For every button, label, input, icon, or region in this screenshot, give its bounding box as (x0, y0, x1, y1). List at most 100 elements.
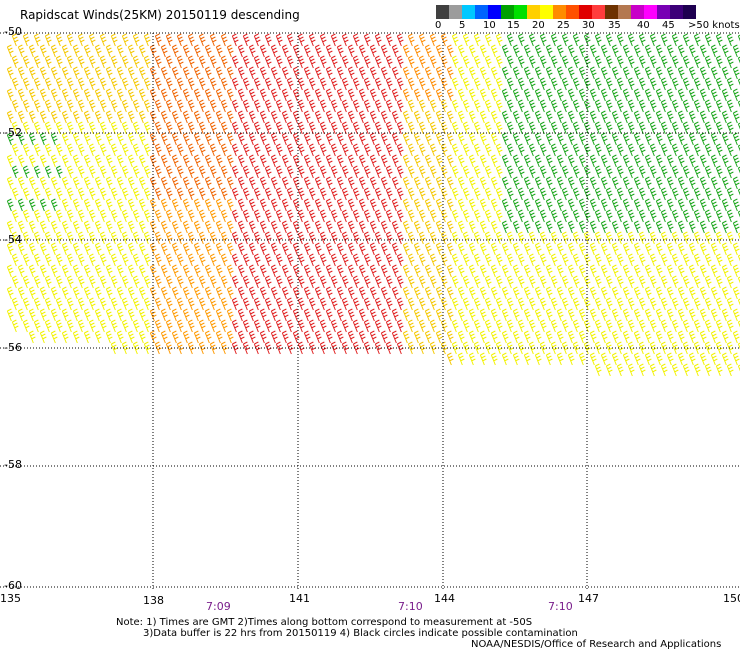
wind-barb (39, 154, 47, 168)
lon-label-141: 141 (289, 592, 310, 605)
wind-barb (495, 319, 503, 333)
wind-barb (325, 176, 333, 190)
wind-barb (572, 143, 580, 157)
wind-barb (396, 253, 404, 267)
wind-barb (39, 330, 47, 344)
wind-barb (688, 286, 696, 300)
wind-barb (539, 187, 547, 201)
wind-barb (699, 110, 707, 124)
wind-barb (413, 308, 421, 322)
wind-barb (391, 264, 399, 278)
wind-barb (275, 297, 283, 311)
wind-barb (121, 275, 129, 289)
wind-barb (457, 110, 465, 124)
wind-barb (259, 308, 267, 322)
wind-barb (556, 220, 564, 234)
wind-barb (396, 209, 404, 223)
wind-barb (248, 308, 256, 322)
wind-barb (380, 220, 388, 234)
wind-barb (457, 88, 465, 102)
wind-barb (578, 176, 586, 190)
wind-barb (28, 308, 36, 322)
wind-barb (611, 154, 619, 168)
wind-barb (677, 66, 685, 80)
wind-barb (550, 187, 558, 201)
wind-barb (270, 154, 278, 168)
wind-barb (83, 66, 91, 80)
wind-barb (99, 99, 107, 113)
wind-barb (369, 286, 377, 300)
wind-barb (264, 297, 272, 311)
wind-barb (451, 319, 459, 333)
wind-barb (88, 319, 96, 333)
wind-barb (138, 264, 146, 278)
wind-barb (105, 132, 113, 146)
wind-barb (539, 319, 547, 333)
wind-barb (638, 275, 646, 289)
wind-barb (160, 132, 168, 146)
wind-barb (655, 176, 663, 190)
wind-barb (132, 253, 140, 267)
wind-barb (165, 231, 173, 245)
wind-barb (622, 242, 630, 256)
wind-barb (275, 209, 283, 223)
wind-barb (270, 44, 278, 58)
wind-barb (721, 66, 729, 80)
wind-barb (429, 187, 437, 201)
wind-barb (402, 176, 410, 190)
wind-barb (534, 242, 542, 256)
wind-barb (44, 319, 52, 333)
wind-barb (550, 231, 558, 245)
wind-barb (688, 308, 696, 322)
wind-barb (143, 187, 151, 201)
wind-barb (336, 176, 344, 190)
wind-barb (215, 154, 223, 168)
wind-barb (286, 231, 294, 245)
wind-barb (270, 88, 278, 102)
wind-barb (611, 330, 619, 344)
wind-barb (473, 253, 481, 267)
wind-barb (627, 319, 635, 333)
wind-barb (523, 66, 531, 80)
wind-barb (567, 198, 575, 212)
wind-barb (88, 121, 96, 135)
wind-barb (226, 242, 234, 256)
wind-barb (682, 187, 690, 201)
wind-barb (732, 88, 740, 102)
wind-barb (242, 297, 250, 311)
wind-barb (688, 44, 696, 58)
wind-barb (649, 99, 657, 113)
legend-label-5: 5 (459, 20, 466, 31)
wind-barb (264, 77, 272, 91)
wind-barb (303, 176, 311, 190)
wind-barb (589, 352, 597, 366)
wind-barb (77, 231, 85, 245)
wind-barb (545, 198, 553, 212)
wind-barb (165, 165, 173, 179)
wind-barb (352, 121, 360, 135)
wind-barb (418, 297, 426, 311)
wind-barb (479, 286, 487, 300)
wind-barb (336, 132, 344, 146)
wind-barb (44, 165, 52, 179)
wind-barb (660, 187, 668, 201)
wind-barb (66, 209, 74, 223)
wind-barb (523, 132, 531, 146)
wind-barb (61, 44, 69, 58)
wind-barb (330, 275, 338, 289)
wind-barb (204, 242, 212, 256)
wind-barb (407, 231, 415, 245)
wind-barb (303, 286, 311, 300)
wind-barb (352, 275, 360, 289)
wind-barb (721, 264, 729, 278)
wind-barb (721, 176, 729, 190)
wind-barb (292, 308, 300, 322)
wind-barb (550, 33, 558, 47)
wind-barb (594, 55, 602, 69)
wind-barb (94, 220, 102, 234)
wind-barb (704, 55, 712, 69)
wind-barb (462, 297, 470, 311)
wind-barb (110, 253, 118, 267)
wind-barb (545, 88, 553, 102)
